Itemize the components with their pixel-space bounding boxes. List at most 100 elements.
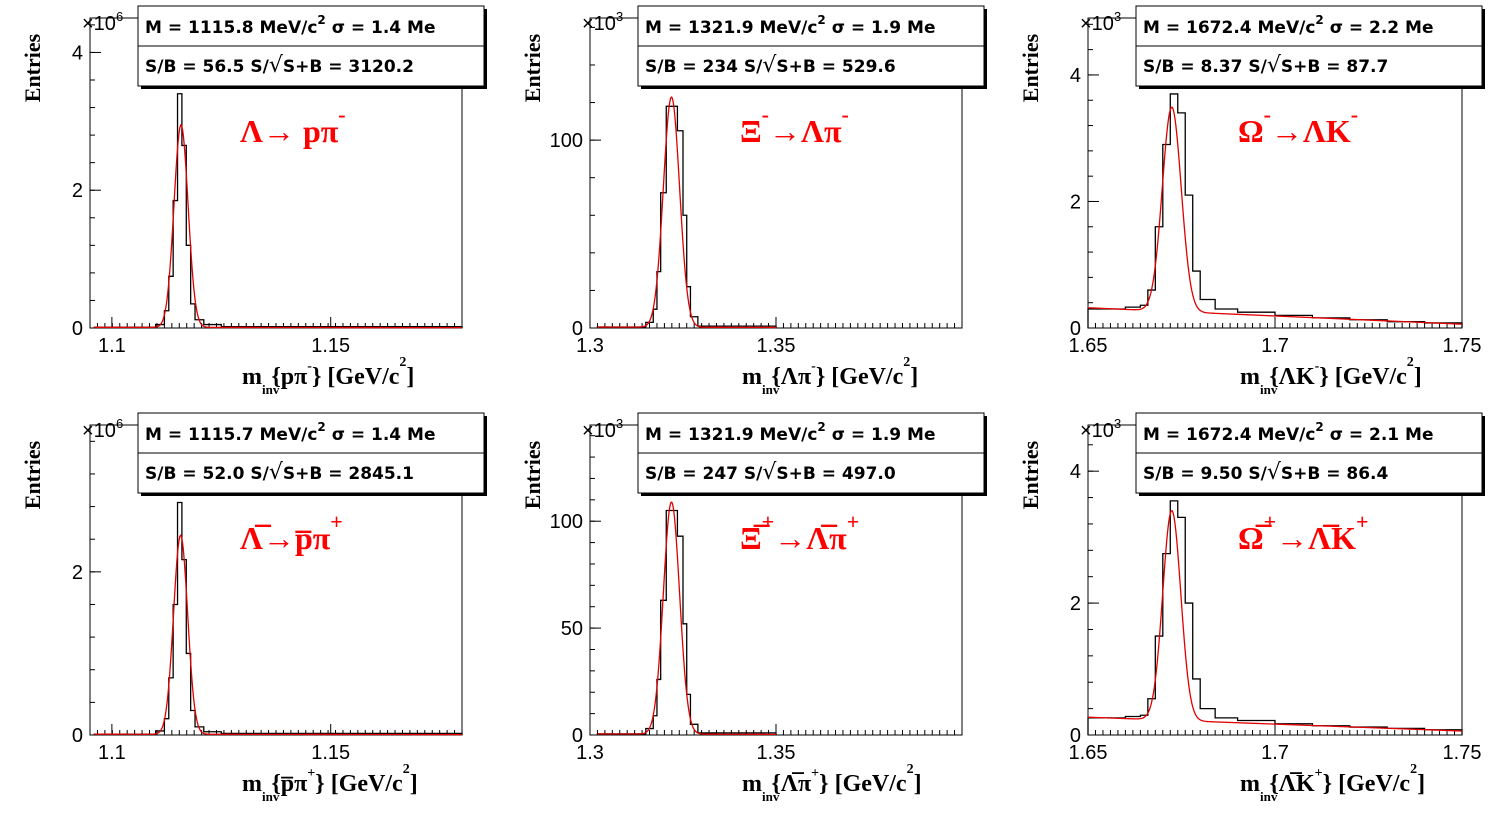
- x-axis-label-tail2: ]: [410, 771, 418, 797]
- y-tick-label: 0: [572, 318, 583, 340]
- fit-curve: [597, 501, 776, 736]
- decay-label: Λ̅→p̅π+: [240, 509, 343, 556]
- stats-mass-value: M = 1321.9 MeV/c: [645, 425, 817, 445]
- y-tick-label: 2: [1070, 593, 1081, 615]
- x-axis-label-tail: } [GeV/c: [819, 771, 907, 797]
- stats-line-significance: S/B = 52.0 S/√S+B = 2845.1: [145, 460, 414, 485]
- stats-mass-value: M = 1115.8 MeV/c: [145, 18, 317, 38]
- x-tick-label: 1.1: [98, 742, 126, 764]
- y-axis-multiplier: ×106: [82, 416, 123, 442]
- stats-mass-unit-sup: 2: [817, 420, 825, 434]
- stats-line-significance: S/B = 8.37 S/√S+B = 87.7: [1143, 53, 1388, 78]
- decay-label-main2: →Λ̅π: [774, 520, 847, 556]
- x-axis-label-unit-sup: 2: [903, 355, 910, 370]
- x-axis-label-sub: inv: [762, 382, 780, 397]
- x-axis-label-sup: +: [307, 766, 315, 781]
- y-axis-label: Entries: [520, 33, 545, 102]
- stats-mass-value: M = 1672.4 MeV/c: [1143, 18, 1315, 38]
- stats-sb-value: S/B = 247 S/: [645, 464, 763, 484]
- y-axis-label: Entries: [1018, 33, 1043, 102]
- stats-sigma-value: σ = 1.9 Me: [826, 425, 936, 445]
- decay-label-sup2: +: [1356, 509, 1369, 534]
- y-axis-multiplier: ×103: [582, 9, 623, 35]
- y-axis-multiplier: ×103: [1080, 9, 1121, 35]
- y-tick-label: 50: [561, 618, 583, 640]
- x-axis-label: minv {p̅π+} [GeV/c2]: [242, 762, 418, 804]
- sqrt-icon: √: [762, 460, 777, 485]
- stats-mass-value: M = 1115.7 MeV/c: [145, 425, 317, 445]
- stats-sb-value: S/B = 9.50 S/: [1143, 464, 1268, 484]
- x-axis-label-unit-sup: 2: [403, 762, 410, 777]
- histogram-series: [93, 93, 463, 328]
- x-axis-label-tail2: ]: [910, 364, 918, 390]
- decay-label-sup: +: [762, 509, 775, 534]
- x-axis-label-main: m: [1240, 771, 1260, 797]
- decay-label-sup: +: [1264, 509, 1277, 534]
- x-tick-label: 1.7: [1261, 742, 1289, 764]
- y-axis-multiplier-exponent: 6: [116, 9, 123, 24]
- x-tick-label: 1.75: [1443, 742, 1482, 764]
- x-axis-label-tail: } [GeV/c: [1323, 771, 1411, 797]
- decay-label-sup: -: [762, 102, 769, 127]
- y-tick-label: 4: [1070, 65, 1081, 87]
- fit-curve: [1087, 509, 1463, 732]
- stats-sb-value: S/B = 8.37 S/: [1143, 57, 1268, 77]
- y-axis-multiplier-base: ×10: [82, 13, 116, 35]
- x-axis-label-sub: inv: [762, 789, 780, 804]
- decay-label-sup: +: [330, 509, 343, 534]
- stats-line-mass: M = 1321.9 MeV/c2 σ = 1.9 Me: [645, 13, 936, 38]
- stats-significance-value: S+B = 497.0: [776, 464, 895, 484]
- y-axis-multiplier-base: ×10: [82, 420, 116, 442]
- decay-label-sup2: -: [1351, 102, 1358, 127]
- stats-sigma-value: σ = 1.4 Me: [326, 425, 436, 445]
- x-axis-label-main: m: [242, 771, 262, 797]
- stats-significance-value: S+B = 3120.2: [283, 57, 414, 77]
- stats-line-significance: S/B = 9.50 S/√S+B = 86.4: [1143, 460, 1388, 485]
- x-tick-label: 1.65: [1069, 335, 1108, 357]
- stats-mass-unit-sup: 2: [817, 13, 825, 27]
- x-tick-label: 1.1: [98, 335, 126, 357]
- x-axis-label-sub: inv: [1260, 789, 1278, 804]
- y-axis-multiplier-base: ×10: [1080, 13, 1114, 35]
- x-tick-label: 1.7: [1261, 335, 1289, 357]
- fit-curve: [597, 96, 776, 329]
- stats-significance-value: S+B = 87.7: [1281, 57, 1388, 77]
- y-tick-label: 2: [72, 562, 83, 584]
- histogram-series: [1087, 500, 1463, 735]
- y-axis-multiplier-exponent: 3: [616, 416, 623, 431]
- x-axis-label-unit-sup: 2: [399, 355, 406, 370]
- stats-line-significance: S/B = 234 S/√S+B = 529.6: [645, 53, 896, 78]
- y-tick-label: 4: [72, 42, 83, 64]
- y-tick-label: 0: [72, 725, 83, 747]
- stats-sigma-value: σ = 1.9 Me: [826, 18, 936, 38]
- decay-label-main2: →Λ̅K: [1276, 520, 1356, 556]
- stats-significance-value: S+B = 2845.1: [283, 464, 414, 484]
- stats-mass-value: M = 1672.4 MeV/c: [1143, 425, 1315, 445]
- x-tick-label: 1.65: [1069, 742, 1108, 764]
- y-axis-multiplier-base: ×10: [582, 420, 616, 442]
- x-tick-label: 1.15: [311, 742, 350, 764]
- x-axis-label-main: m: [742, 771, 762, 797]
- y-axis-label: Entries: [520, 440, 545, 509]
- stats-mass-unit-sup: 2: [317, 13, 325, 27]
- stats-significance-value: S+B = 529.6: [776, 57, 895, 77]
- y-tick-label: 2: [72, 180, 83, 202]
- x-axis-label: minv {Λπ-} [GeV/c2]: [742, 355, 918, 397]
- stats-significance-value: S+B = 86.4: [1281, 464, 1389, 484]
- stats-line-mass: M = 1115.8 MeV/c2 σ = 1.4 Me: [145, 13, 436, 38]
- stats-line-mass: M = 1672.4 MeV/c2 σ = 2.1 Me: [1143, 420, 1434, 445]
- x-axis-label-tail: } [GeV/c: [1319, 364, 1407, 390]
- y-axis-multiplier-base: ×10: [1080, 420, 1114, 442]
- decay-label-sup2: -: [841, 102, 848, 127]
- sqrt-icon: √: [1267, 53, 1282, 78]
- decay-label-sup: -: [338, 102, 345, 127]
- stats-line-significance: S/B = 247 S/√S+B = 497.0: [645, 460, 896, 485]
- stats-sigma-value: σ = 2.1 Me: [1324, 425, 1434, 445]
- y-tick-label: 0: [1070, 725, 1081, 747]
- histogram-series: [596, 105, 777, 328]
- fit-curve: [94, 123, 463, 329]
